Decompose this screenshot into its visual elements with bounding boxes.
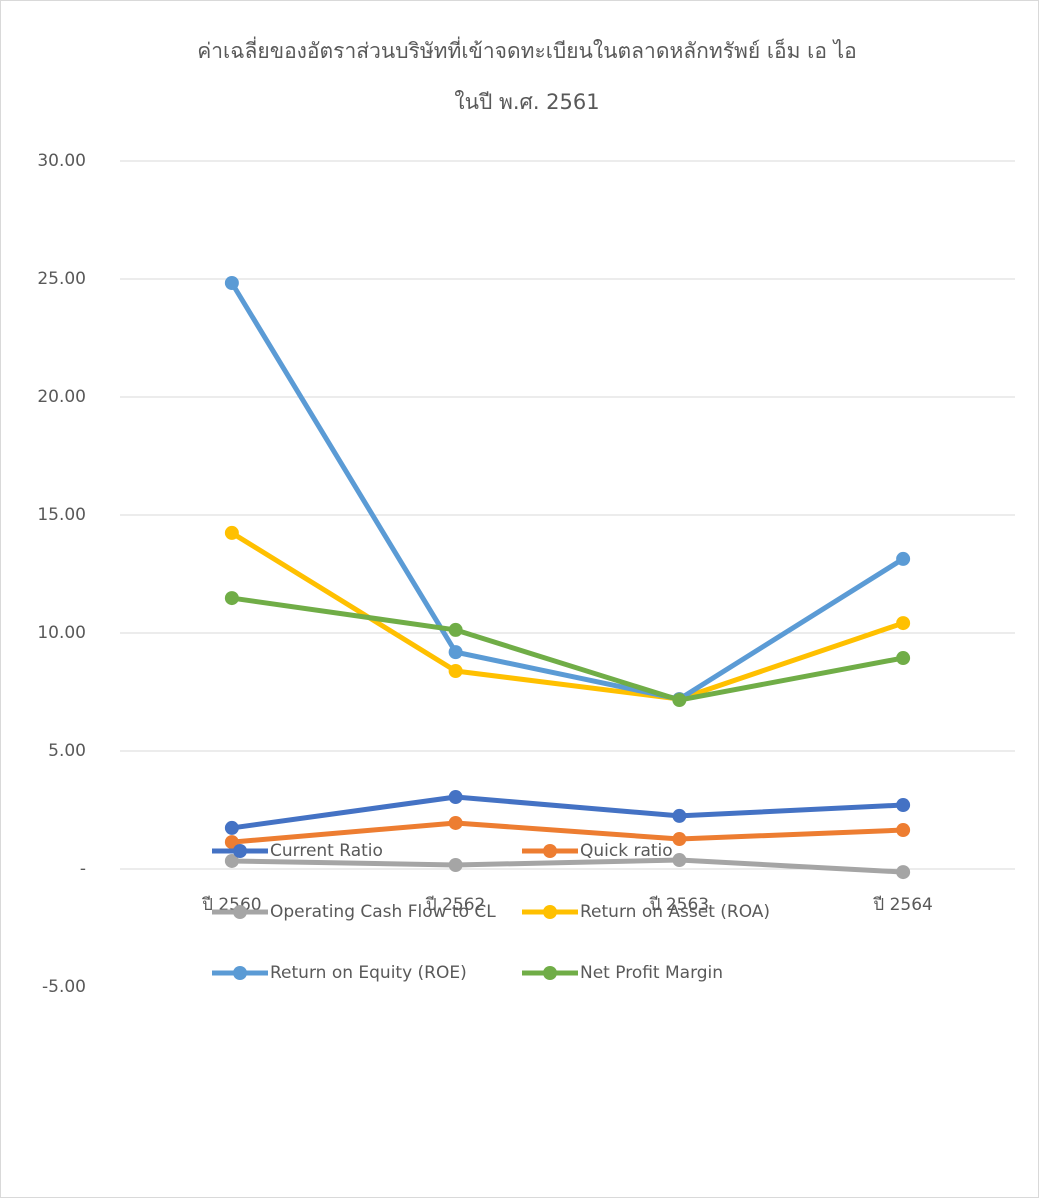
legend-label: Current Ratio — [270, 841, 383, 861]
series-line — [231, 820, 904, 845]
series-line — [231, 857, 904, 875]
data-point — [896, 616, 911, 631]
y-tick-label: 10.00 — [37, 623, 86, 643]
legend-marker — [543, 905, 557, 919]
data-point — [896, 651, 911, 666]
data-point — [224, 853, 239, 868]
x-tick-label: ปี 2562 — [425, 895, 485, 915]
series-line — [229, 281, 905, 702]
y-tick-label: -5.00 — [42, 977, 86, 997]
data-point — [224, 525, 239, 540]
data-point — [672, 832, 687, 847]
chart-title: ค่าเฉลี่ยของอัตราส่วนบริษัทที่เข้าจดทะเบ… — [197, 36, 857, 63]
x-tick-label: ปี 2564 — [873, 895, 933, 915]
data-point — [448, 663, 463, 678]
legend-marker — [233, 966, 247, 980]
legend-label: Quick ratio — [580, 841, 673, 861]
legend-label: Return on Equity (ROE) — [270, 963, 467, 983]
data-point — [672, 808, 687, 823]
series-line — [230, 530, 904, 702]
data-point — [672, 853, 687, 868]
y-tick-label: 5.00 — [48, 741, 86, 761]
series-line — [231, 794, 904, 831]
data-point — [896, 798, 911, 813]
y-tick-label: 20.00 — [37, 387, 86, 407]
legend-marker — [233, 905, 247, 919]
data-point — [448, 645, 463, 660]
y-tick-label: 30.00 — [37, 151, 86, 171]
legend-label: Net Profit Margin — [580, 963, 723, 983]
data-point — [448, 790, 463, 805]
data-point — [672, 693, 687, 708]
data-point — [224, 276, 239, 291]
legend-marker — [233, 844, 247, 858]
data-point — [896, 823, 911, 838]
legend-marker — [543, 966, 557, 980]
series-line — [231, 595, 904, 703]
legend-label: Return on Asset (ROA) — [580, 902, 770, 922]
data-point — [448, 857, 463, 872]
legend-marker — [543, 844, 557, 858]
y-tick-label: 15.00 — [37, 505, 86, 525]
x-tick-label: ปี 2563 — [649, 895, 709, 915]
y-tick-label: 25.00 — [37, 269, 86, 289]
chart-title: ในปี พ.ศ. 2561 — [454, 90, 599, 114]
data-point — [224, 820, 239, 835]
data-point — [448, 622, 463, 637]
data-point — [896, 865, 911, 880]
data-point — [896, 551, 911, 566]
y-tick-label: - — [80, 859, 86, 879]
legend-label: Operating Cash Flow to CL — [270, 902, 496, 922]
data-point — [224, 835, 239, 850]
data-point — [224, 591, 239, 606]
data-point — [448, 815, 463, 830]
